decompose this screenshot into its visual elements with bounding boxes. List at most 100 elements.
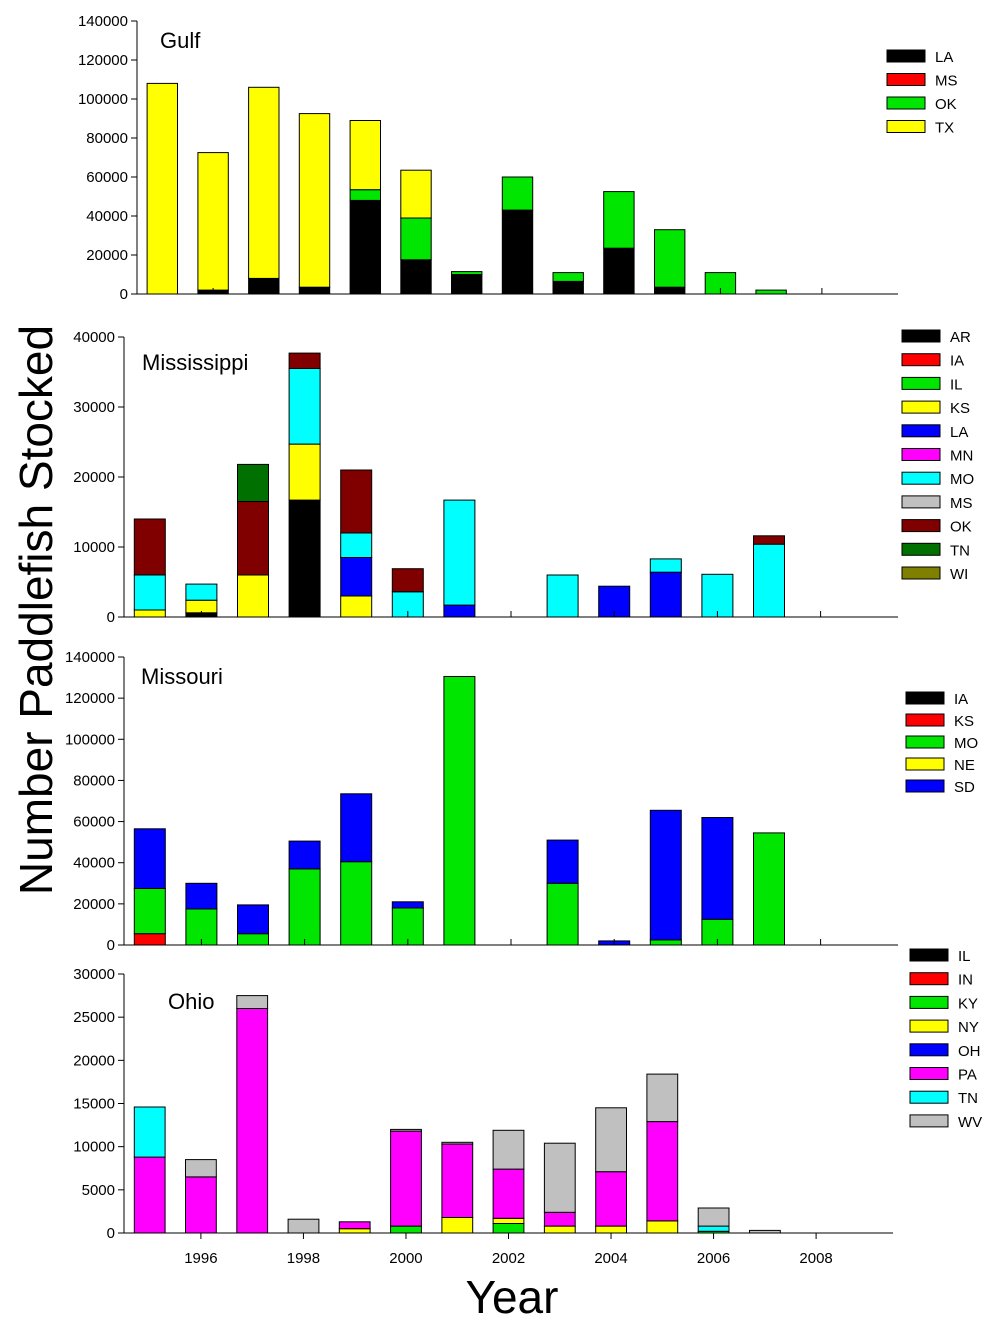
bar-pa-1996 <box>185 1176 217 1234</box>
bar-ok-2001 <box>451 271 483 276</box>
bar-ok-2000 <box>391 568 424 593</box>
bar-wv-2004 <box>595 1107 628 1173</box>
legend-label-ia: IA <box>950 353 964 370</box>
legend-label-ok: OK <box>935 96 957 113</box>
bar-la-2003 <box>552 280 584 295</box>
panel-ohio: 0 5000 10000 15000 20000 25000 30000 1996 1998 20… <box>73 948 982 1267</box>
legend-swatch-la <box>886 49 926 63</box>
y-tick-label: 40000 <box>73 855 115 872</box>
legend: IA KS MO NE SD <box>905 691 978 796</box>
legend-label-ms: MS <box>935 73 958 90</box>
x-tick-label: 1996 <box>184 1250 217 1267</box>
bar-ny-2003 <box>543 1225 576 1234</box>
y-tick-label: 30000 <box>73 966 115 983</box>
bar-ny-2002 <box>492 1217 525 1225</box>
bar-ny-2005 <box>646 1220 679 1234</box>
legend-label-in: IN <box>958 972 973 989</box>
x-tick-label: 1998 <box>287 1250 320 1267</box>
legend-label-oh: OH <box>958 1043 981 1060</box>
bar-ok-1995 <box>133 518 166 576</box>
legend-swatch-sd <box>905 779 945 793</box>
bar-group <box>133 676 785 946</box>
bar-mo-1998 <box>288 368 321 445</box>
y-tick-label: 100000 <box>78 91 128 108</box>
legend-label-ky: KY <box>958 995 978 1012</box>
bar-mo-2003 <box>546 574 579 618</box>
y-tick-label: 140000 <box>78 13 128 30</box>
bar-mo-2007 <box>753 832 785 946</box>
y-tick-label: 25000 <box>73 1009 115 1026</box>
bar-group <box>133 352 785 618</box>
legend-label-wv: WV <box>958 1114 982 1131</box>
bar-mo-2005 <box>649 939 682 946</box>
y-tick-label: 20000 <box>73 469 115 486</box>
legend-swatch-ky <box>909 995 949 1009</box>
bar-wv-2000 <box>390 1128 422 1132</box>
legend-label-mo: MO <box>950 471 974 488</box>
bar-mo-1998 <box>288 868 321 946</box>
legend-label-wi: WI <box>950 566 968 583</box>
legend-label-la: LA <box>935 49 953 66</box>
legend-label-tx: TX <box>935 120 954 137</box>
y-tick-label: 20000 <box>73 1052 115 1069</box>
bar-la-2001 <box>451 274 483 295</box>
y-axis-title: Number Paddlefish Stocked <box>10 325 62 895</box>
bar-ok-1999 <box>340 469 373 534</box>
legend-swatch-ia <box>901 353 941 367</box>
legend-label-ne: NE <box>954 757 975 774</box>
legend-swatch-il <box>909 948 949 962</box>
legend-swatch-ia <box>905 691 945 705</box>
y-tick-label: 0 <box>107 609 115 626</box>
legend-label-il: IL <box>958 948 971 965</box>
legend-swatch-pa <box>909 1067 949 1080</box>
bar-ks-1999 <box>340 595 373 618</box>
bar-mo-2007 <box>753 543 785 618</box>
bar-ny-2001 <box>441 1217 474 1234</box>
bar-ok-2000 <box>400 217 432 261</box>
bar-ok-2002 <box>501 176 534 211</box>
bar-sd-2000 <box>391 901 424 909</box>
bar-ok-2007 <box>755 289 787 295</box>
legend: LA MS OK TX <box>886 49 958 137</box>
bar-ks-1997 <box>237 574 269 618</box>
bar-ok-2003 <box>552 272 584 282</box>
bar-mo-2003 <box>546 882 579 946</box>
bar-mo-1999 <box>340 532 373 558</box>
legend-swatch-tn <box>909 1090 949 1104</box>
legend-label-ny: NY <box>958 1019 979 1036</box>
y-tick-label: 60000 <box>73 814 115 831</box>
panel-missouri: 0 20000 40000 60000 80000 100000 120000 140000 M… <box>65 649 978 954</box>
bar-group <box>133 995 781 1234</box>
bar-wv-2001 <box>441 1141 474 1145</box>
bar-mo-2006 <box>701 573 734 618</box>
bar-sd-1998 <box>288 840 321 870</box>
panel-mississippi: 0 10000 20000 30000 40000 Mississippi AR IA IL KS… <box>73 329 974 626</box>
legend-swatch-ny <box>909 1019 949 1033</box>
bar-tx-1999 <box>349 120 382 191</box>
bar-pa-1997 <box>236 1008 269 1234</box>
legend: AR IA IL KS LA MN MO MS OK TN WI <box>901 329 974 583</box>
bar-ks-1995 <box>133 609 166 618</box>
legend-label-il: IL <box>950 376 963 393</box>
bar-mo-2001 <box>443 499 476 606</box>
bar-la-2001 <box>443 604 476 618</box>
bar-ok-1997 <box>237 501 269 576</box>
x-axis-title: Year <box>466 1271 559 1319</box>
bar-group <box>146 82 787 295</box>
bar-ok-2005 <box>654 229 686 288</box>
legend-swatch-la <box>901 424 941 438</box>
legend-swatch-ms <box>901 495 941 509</box>
x-tick-label: 2008 <box>799 1250 832 1267</box>
legend-swatch-mo <box>901 471 941 485</box>
bar-ks-1996 <box>185 599 218 614</box>
legend-swatch-tn <box>901 542 941 556</box>
bar-ky-2000 <box>390 1225 422 1234</box>
bar-tx-1998 <box>298 113 331 288</box>
legend-label-ok: OK <box>950 519 972 536</box>
bar-sd-2003 <box>546 839 579 884</box>
bar-tn-1997 <box>237 463 269 502</box>
legend-label-ks: KS <box>954 713 974 730</box>
bar-mo-1995 <box>133 574 166 611</box>
y-tick-label: 15000 <box>73 1096 115 1113</box>
